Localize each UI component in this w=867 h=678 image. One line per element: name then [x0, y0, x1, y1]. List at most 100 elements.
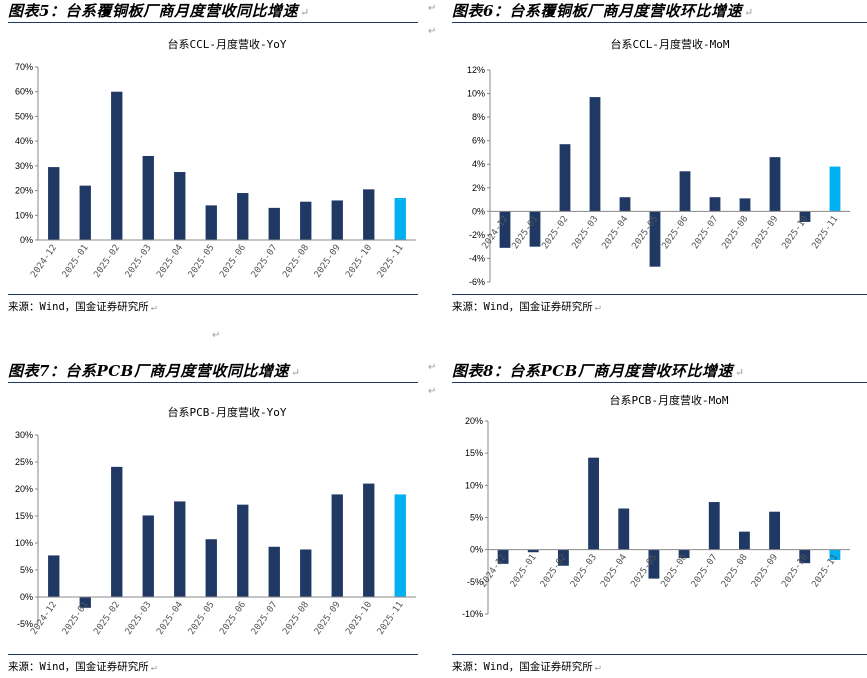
source-rule — [452, 654, 867, 655]
y-tick-label: 0% — [470, 545, 483, 555]
x-tick-label: 2025-01 — [61, 243, 91, 280]
bar-2025-04 — [619, 197, 631, 212]
y-tick-label: 5% — [20, 565, 33, 575]
y-tick-label: 70% — [15, 62, 33, 72]
x-tick-label: 2025-03 — [569, 553, 599, 590]
x-tick-label: 2025-07 — [250, 243, 280, 280]
bar-2024-12 — [499, 211, 511, 248]
heading-rule — [8, 382, 418, 383]
bar-2025-11 — [394, 197, 406, 240]
y-tick-label: 10% — [467, 89, 485, 99]
x-tick-label: 2025-08 — [281, 600, 311, 637]
source-rule — [8, 294, 418, 295]
bar-2025-01 — [79, 185, 91, 240]
chart-fig6: 台系CCL-月度营收-MoM -6% -4% -2% 0% 2% 4% 6% 8% 10% 12% 2… — [467, 37, 850, 287]
y-tick-label: 20% — [15, 484, 33, 494]
y-tick-label: 50% — [15, 111, 33, 121]
bar-2025-03 — [142, 155, 154, 240]
source-rule — [452, 294, 867, 295]
y-tick-label: -5% — [17, 619, 33, 629]
x-tick-label: 2025-07 — [691, 214, 721, 251]
x-tick-label: 2025-08 — [720, 553, 750, 590]
x-tick-label: 2025-04 — [599, 553, 629, 590]
bar-2025-05 — [649, 211, 661, 267]
x-tick-label: 2025-08 — [721, 214, 751, 251]
x-tick-label: 2025-01 — [61, 600, 91, 637]
panel-fig5: 图表5：台系覆铜板厂商月度营收同比增速 ↵ 台系CCL-月度营收-YoY 0% 10%… — [8, 0, 418, 320]
chart-title: 台系PCB-月度营收-YoY — [168, 405, 287, 419]
heading-rule — [452, 22, 867, 23]
x-tick-label: 2025-11 — [376, 243, 406, 280]
y-tick-label: 0% — [20, 592, 33, 602]
bar-2025-06 — [679, 171, 691, 212]
x-tick-label: 2025-11 — [811, 214, 841, 251]
heading-rule — [8, 22, 418, 23]
y-tick-label: -6% — [469, 277, 485, 287]
bar-2025-11 — [394, 494, 406, 597]
x-tick-label: 2025-04 — [155, 243, 185, 280]
y-tick-label: 0% — [472, 206, 485, 216]
bar-2025-04 — [174, 501, 186, 597]
bar-2025-09 — [331, 200, 343, 240]
source-note: 来源：Wind，国金证券研究所 ↵ — [452, 301, 601, 313]
y-tick-label: -2% — [469, 230, 485, 240]
source-note: 来源：Wind，国金证券研究所 ↵ — [8, 661, 157, 673]
bar-2024-12 — [497, 549, 509, 564]
bar-2025-08 — [300, 201, 312, 240]
x-tick-label: 2024-12 — [29, 243, 59, 280]
bar-2025-05 — [648, 549, 660, 579]
x-tick-label: 2025-03 — [571, 214, 601, 251]
bar-2025-11 — [829, 166, 841, 212]
x-tick-label: 2025-09 — [751, 214, 781, 251]
y-tick-label: 10% — [15, 538, 33, 548]
x-tick-label: 2025-11 — [376, 600, 406, 637]
return-mark: ↵ — [428, 26, 437, 37]
x-tick-label: 2025-07 — [250, 600, 280, 637]
bar-2025-03 — [142, 515, 154, 597]
x-tick-label: 2025-05 — [187, 600, 217, 637]
bar-2025-09 — [769, 157, 781, 212]
bar-2025-06 — [237, 193, 249, 240]
bar-2025-08 — [738, 531, 750, 550]
x-tick-label: 2024-12 — [479, 553, 509, 590]
y-tick-label: 25% — [15, 457, 33, 467]
bar-2025-10 — [799, 549, 811, 564]
y-tick-label: 5% — [470, 513, 483, 523]
y-tick-label: 15% — [465, 448, 483, 458]
bar-2025-03 — [588, 457, 600, 550]
bar-2025-05 — [205, 205, 217, 240]
bar-2025-09 — [769, 511, 781, 550]
bar-2025-10 — [799, 211, 811, 222]
bar-2025-04 — [618, 508, 630, 550]
bar-2025-07 — [709, 197, 721, 212]
x-tick-label: 2025-02 — [541, 214, 571, 251]
source-rule — [8, 654, 418, 655]
bar-2025-08 — [300, 549, 312, 597]
y-tick-label: 30% — [15, 161, 33, 171]
x-tick-label: 2025-02 — [539, 553, 569, 590]
bar-2025-08 — [739, 198, 751, 212]
y-tick-label: -4% — [469, 253, 485, 263]
source-note: 来源：Wind，国金证券研究所 ↵ — [452, 661, 601, 673]
chart-fig7: 台系PCB-月度营收-YoY -5% 0% 5% 10% 15% 20% 25% 30% 2024… — [15, 405, 416, 637]
x-tick-label: 2025-10 — [780, 553, 810, 590]
bar-2025-02 — [559, 144, 571, 212]
y-tick-label: 12% — [467, 65, 485, 75]
x-tick-label: 2025-08 — [281, 243, 311, 280]
x-tick-label: 2025-06 — [218, 243, 248, 280]
x-tick-label: 2025-06 — [218, 600, 248, 637]
bar-2025-05 — [205, 539, 217, 597]
bar-2025-01 — [527, 549, 539, 553]
chart-title: 台系CCL-月度营收-MoM — [611, 37, 730, 51]
panel-heading: 图表8：台系PCB厂商月度营收环比增速 ↵ — [452, 362, 745, 380]
bar-2025-07 — [708, 502, 720, 550]
y-tick-label: 8% — [472, 112, 485, 122]
x-tick-label: 2025-09 — [750, 553, 780, 590]
x-tick-label: 2025-02 — [92, 243, 122, 280]
x-tick-label: 2025-05 — [187, 243, 217, 280]
y-tick-label: 20% — [465, 416, 483, 426]
return-mark: ↵ — [428, 386, 437, 397]
bar-2025-06 — [678, 549, 690, 559]
x-tick-label: 2025-02 — [92, 600, 122, 637]
chart-title: 台系PCB-月度营收-MoM — [610, 393, 729, 407]
